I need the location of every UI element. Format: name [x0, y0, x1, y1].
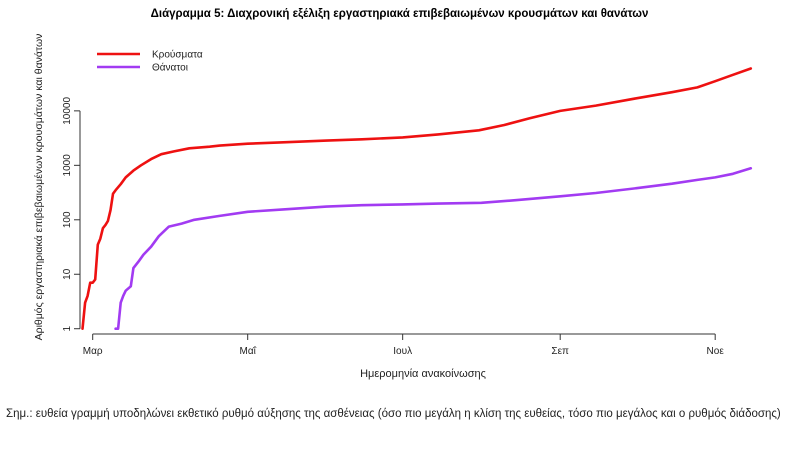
chart-footnote: Σημ.: ευθεία γραμμή υποδηλώνει εκθετικό … — [6, 408, 781, 420]
chart-title: Διάγραμμα 5: Διαχρονική εξέλιξη εργαστηρ… — [150, 8, 649, 20]
y-tick-label: 10000 — [62, 97, 73, 125]
chart-axes: 1 10 100 1000 10000 Μαρ Μαΐ Ιουλ Σεπ Νοε — [62, 97, 724, 357]
series-line-1 — [81, 67, 753, 330]
x-tick-label: Ιουλ — [393, 346, 412, 357]
x-tick-label: Σεπ — [551, 346, 569, 357]
line-chart: 1 10 100 1000 10000 Μαρ Μαΐ Ιουλ Σεπ Νοε Κρούσματ… — [33, 34, 753, 380]
legend-label-2: Θάνατοι — [152, 62, 188, 74]
legend-label-1: Κρούσματα — [152, 49, 203, 61]
y-tick-label: 1 — [62, 326, 73, 332]
x-tick-label: Μαρ — [83, 346, 103, 357]
y-tick-label: 10 — [62, 268, 73, 280]
y-tick-label: 100 — [62, 211, 73, 228]
y-tick-label: 1000 — [62, 154, 73, 177]
y-axis-label: Αριθμός εργαστηριακά επιβεβαιωμένων κρου… — [33, 34, 45, 341]
series-line-2 — [114, 167, 753, 330]
chart-series-lines — [81, 67, 753, 330]
x-tick-label: Νοε — [707, 346, 725, 357]
x-axis-label: Ημερομηνία ανακοίνωσης — [360, 368, 486, 380]
x-tick-label: Μαΐ — [240, 345, 257, 357]
